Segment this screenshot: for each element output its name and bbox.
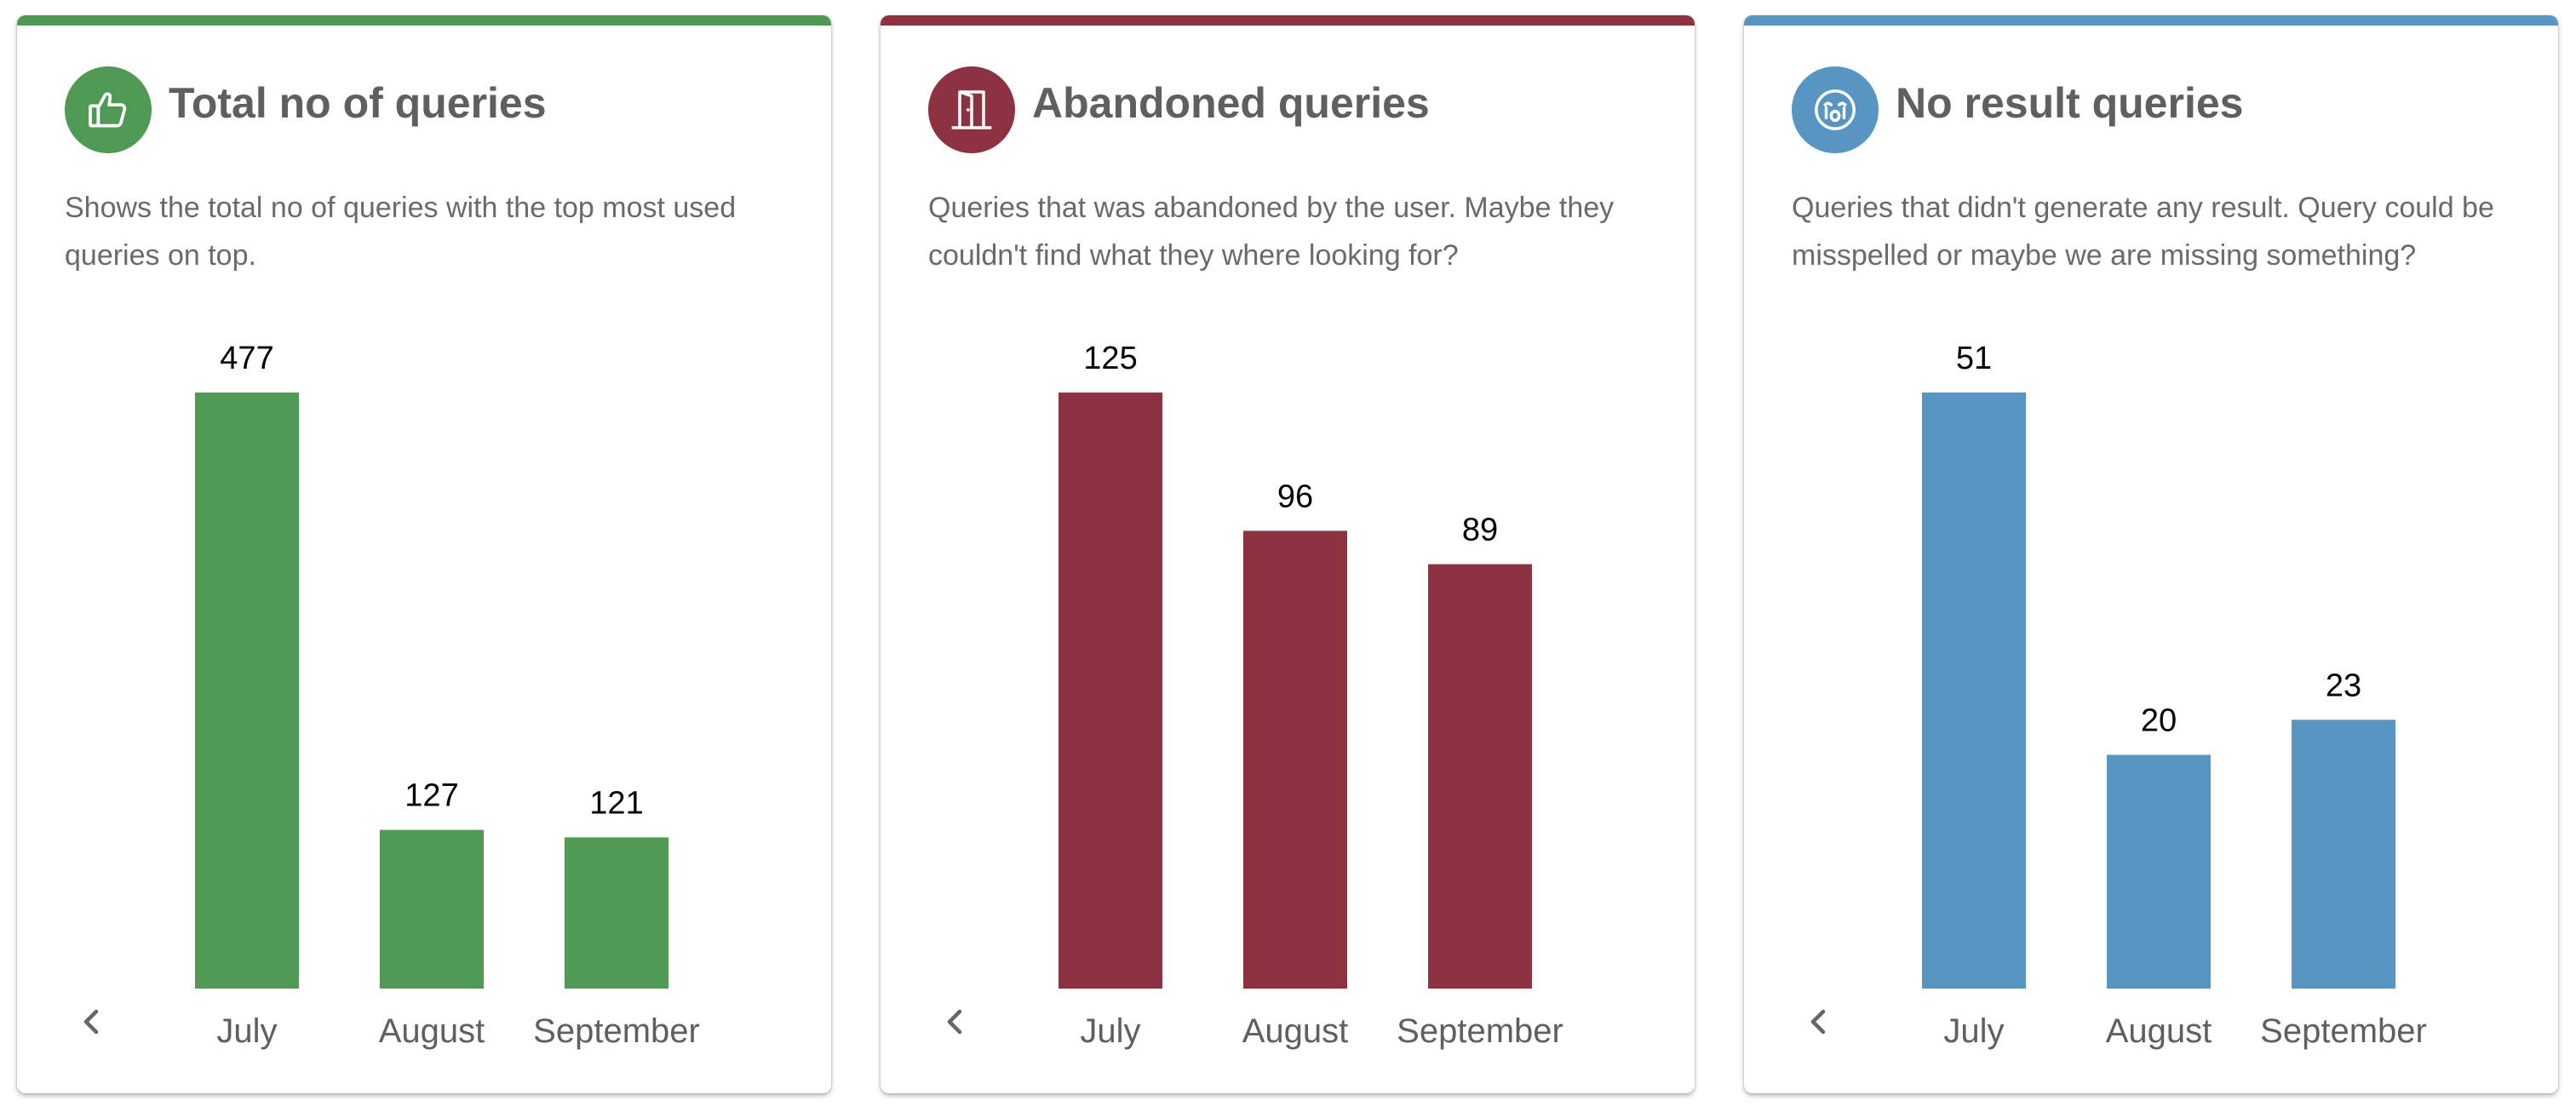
card-description: Queries that was abandoned by the user. … — [928, 192, 1615, 272]
category-label-september: September — [2260, 1012, 2427, 1050]
bar-august — [1243, 530, 1347, 989]
chevron-left-icon[interactable] — [942, 1005, 967, 1039]
bar-chart: 477 July 127 August 121 September — [195, 341, 700, 1050]
card-title: Abandoned queries — [1032, 79, 1430, 127]
bar-july — [1922, 393, 2026, 989]
data-label-july: 51 — [1956, 341, 1992, 376]
card-total-queries: Total no of queries Shows the total no o… — [17, 15, 831, 1093]
door-exit-icon — [928, 66, 1015, 153]
chevron-left-icon[interactable] — [1805, 1005, 1831, 1039]
card-no-result-queries: No result queries Queries that didn't ge… — [1744, 15, 2558, 1093]
bar-july — [1059, 393, 1162, 989]
category-label-september: September — [1397, 1012, 1563, 1050]
data-label-september: 23 — [2326, 668, 2361, 703]
data-label-july: 477 — [220, 341, 273, 376]
data-label-august: 96 — [1277, 479, 1313, 514]
crying-face-icon — [1792, 66, 1879, 153]
category-label-august: August — [1242, 1012, 1349, 1050]
bar-august — [380, 829, 484, 989]
card-accent-bar — [881, 15, 1695, 26]
bar-september — [2292, 720, 2395, 989]
category-label-august: August — [2106, 1012, 2212, 1050]
card-accent-bar — [17, 15, 831, 26]
data-label-august: 20 — [2141, 702, 2177, 738]
thumbs-up-icon — [65, 66, 152, 153]
card-title: Total no of queries — [169, 79, 547, 127]
category-label-july: July — [1080, 1012, 1140, 1050]
bar-chart: 51 July 20 August 23 September — [1922, 341, 2427, 1050]
card-description: Shows the total no of queries with the t… — [65, 192, 737, 272]
bar-september — [1428, 564, 1532, 989]
card-accent-bar — [1744, 15, 2558, 26]
category-label-july: July — [216, 1012, 277, 1050]
bar-july — [195, 393, 299, 989]
chevron-left-icon[interactable] — [78, 1005, 104, 1039]
data-label-september: 89 — [1462, 513, 1498, 548]
bar-august — [2107, 754, 2211, 989]
data-label-august: 127 — [404, 778, 458, 814]
data-label-september: 121 — [589, 785, 643, 821]
bar-chart: 125 July 96 August 89 September — [1059, 341, 1563, 1050]
category-label-july: July — [1943, 1012, 2004, 1050]
data-label-july: 125 — [1083, 341, 1137, 376]
category-label-september: September — [533, 1012, 700, 1050]
card-title: No result queries — [1896, 79, 2244, 127]
bar-september — [565, 837, 668, 989]
card-abandoned-queries: Abandoned queries Queries that was aband… — [881, 15, 1695, 1093]
card-description: Queries that didn't generate any result.… — [1792, 192, 2494, 272]
category-label-august: August — [379, 1012, 485, 1050]
